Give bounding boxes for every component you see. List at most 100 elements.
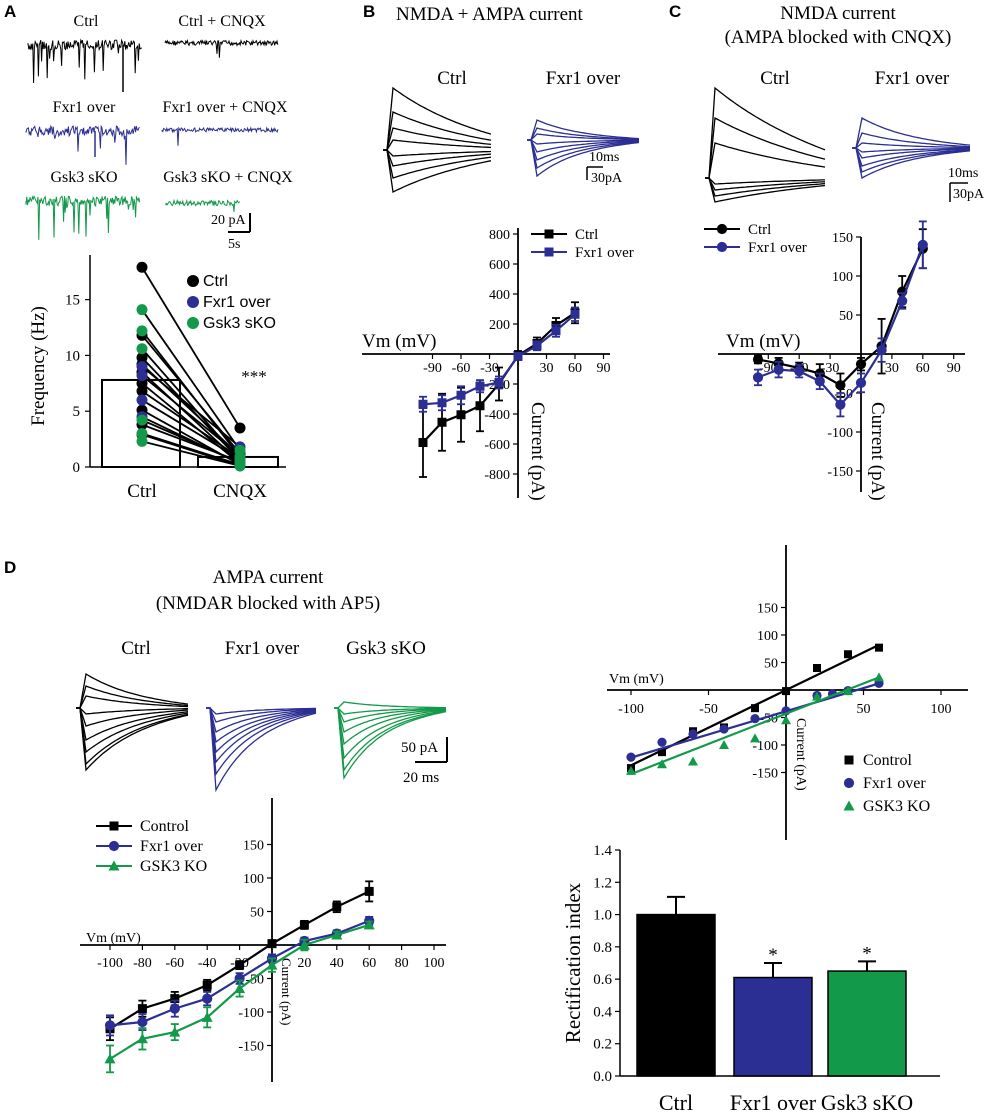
legend-marker <box>843 800 855 811</box>
trace-ctrl-3 <box>705 177 825 185</box>
y-tick-label: -50 <box>245 973 264 988</box>
trace-ctrl-4 <box>76 707 189 727</box>
point-before <box>136 377 148 389</box>
panel-c-title-2: (AMPA blocked with CNQX) <box>725 27 952 48</box>
data-point <box>104 1020 116 1031</box>
y-tick-label: -600 <box>484 438 510 453</box>
pair-line <box>141 330 241 458</box>
y-axis-label: Frequency (Hz) <box>28 306 49 426</box>
legend-label: Ctrl <box>748 222 771 238</box>
data-point <box>437 417 447 427</box>
y-tick-label: 0.0 <box>593 1069 612 1085</box>
trace-label-ctrl-cnqx: Ctrl + CNQX <box>178 13 266 30</box>
pair-line <box>141 399 241 460</box>
legend-marker <box>108 840 120 852</box>
data-point <box>170 994 180 1004</box>
panel-letter-a: A <box>4 2 16 21</box>
y-tick-label: -150 <box>827 465 853 480</box>
trace-ctrl-1 <box>383 111 492 151</box>
point-before <box>136 435 148 447</box>
fit-line <box>630 676 880 776</box>
y-tick-label: -800 <box>484 468 510 483</box>
bar-ctrl <box>636 913 716 1077</box>
y-axis-label: Current (pA) <box>279 958 294 1026</box>
trace-ctrl-5 <box>76 707 189 742</box>
pair-line <box>141 432 241 466</box>
trace-fxr1-1 <box>527 127 640 141</box>
trace-ctrl-0 <box>76 672 189 709</box>
y-tick-label: -400 <box>484 408 510 423</box>
trace-fxr1-1 <box>852 132 971 149</box>
data-point <box>875 643 883 652</box>
x-tick-label: 100 <box>424 956 445 971</box>
legend-marker <box>843 777 855 789</box>
data-point <box>570 309 580 319</box>
trace-fxr1-2 <box>206 707 317 733</box>
trace-fxr1-7 <box>206 707 317 793</box>
trace-ctrl-6 <box>76 707 189 754</box>
iv-chart-nmda-ampa: -90-60-30306090-800-600-400-200200400600… <box>362 227 634 501</box>
y-tick-label: 1.0 <box>593 908 612 924</box>
x-tick-label: 50 <box>857 702 871 717</box>
x-category-label: Gsk3 sKO <box>821 1090 913 1115</box>
trace-label-fxr1: Fxr1 over <box>53 99 116 116</box>
point-before <box>136 428 148 440</box>
trace-ctrl-8 <box>76 707 189 772</box>
trace-fxr1-0 <box>852 116 971 149</box>
y-tick-label: -150 <box>238 1040 264 1055</box>
y-tick-label: 200 <box>489 318 510 333</box>
trace-label-ctrl: Ctrl <box>760 68 790 89</box>
data-point <box>137 1004 147 1014</box>
legend-label: Control <box>140 818 189 835</box>
x-tick-label: -90 <box>423 361 442 376</box>
evoked-traces <box>383 86 640 193</box>
point-before <box>136 394 148 406</box>
point-before <box>136 261 148 273</box>
significance-star: * <box>768 945 778 966</box>
data-point <box>456 390 466 400</box>
scale-label-current: 30pA <box>953 187 985 202</box>
legend-marker <box>187 317 199 329</box>
data-point <box>494 378 504 387</box>
trace-ctrl-2 <box>705 142 826 179</box>
trace-ctrl-5 <box>383 149 492 167</box>
y-tick-label: 100 <box>757 629 778 644</box>
panel-b: B NMDA + AMPA current Ctrl Fxr1 over 10m… <box>362 2 640 501</box>
legend-label: Fxr1 over <box>863 775 926 792</box>
trace-gsk3 <box>25 194 141 240</box>
y-tick-label: -100 <box>827 426 853 441</box>
data-point <box>874 672 884 682</box>
legend-label: Fxr1 over <box>748 240 807 256</box>
x-category-label: Ctrl <box>659 1090 693 1115</box>
y-tick-label: -150 <box>752 767 778 782</box>
point-before <box>136 304 148 316</box>
trace-fxr1-6 <box>527 139 640 170</box>
data-point <box>844 650 852 659</box>
y-tick-label: 50 <box>764 657 778 672</box>
data-point <box>437 398 447 408</box>
trace-fxr1 <box>25 124 140 165</box>
y-tick-label: 10 <box>65 348 80 364</box>
scale-label-time: 5s <box>228 237 240 252</box>
trace-fxr1-3 <box>206 707 317 744</box>
trace-ctrl-0 <box>705 86 826 179</box>
point-before <box>136 325 148 337</box>
trace-gsk3-5 <box>334 707 447 760</box>
legend-label: Gsk3 sKO <box>203 315 276 332</box>
panel-letter-c: C <box>669 2 681 21</box>
data-point <box>855 377 867 388</box>
trace-label-gsk3: Gsk3 sKO <box>50 169 117 186</box>
trace-fxr1-4 <box>852 147 971 159</box>
data-point <box>266 959 278 970</box>
trace-ctrl-4 <box>383 149 492 157</box>
legend-label: Ctrl <box>203 273 228 290</box>
data-point <box>298 939 310 950</box>
legend-label: GSK3 KO <box>140 858 207 875</box>
trace-gsk3-1 <box>334 707 447 715</box>
scale-label-current: 20 pA <box>211 213 247 228</box>
x-tick-label: 90 <box>947 361 961 376</box>
y-tick-label: 150 <box>757 602 778 617</box>
legend-label: Fxr1 over <box>575 245 634 261</box>
y-axis-label: Current (pA) <box>793 718 808 791</box>
